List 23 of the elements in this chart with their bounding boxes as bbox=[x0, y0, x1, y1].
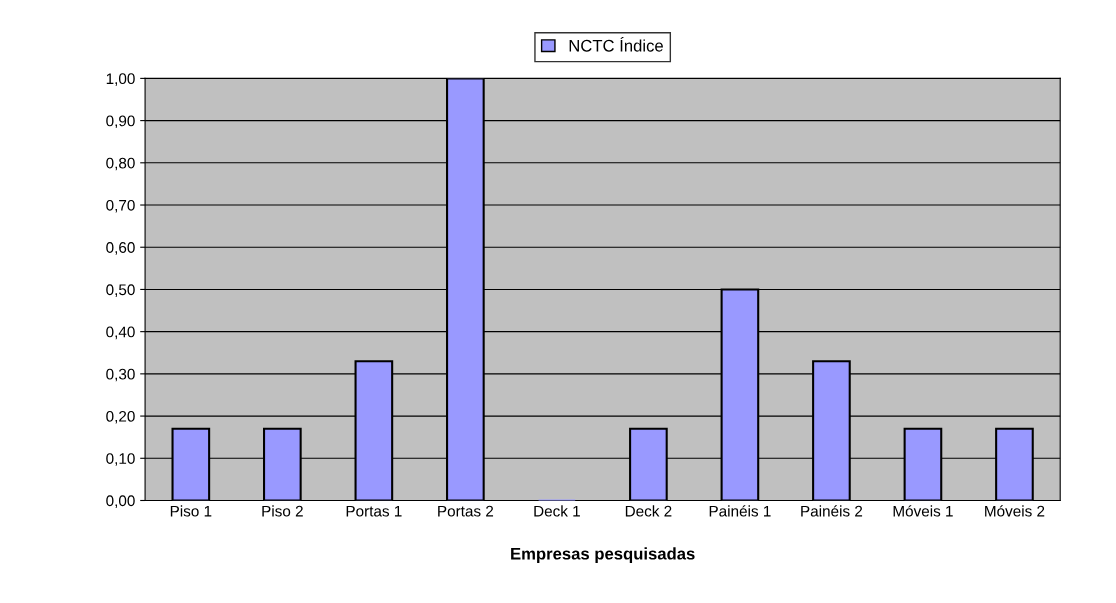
x-tick-label: Portas 2 bbox=[438, 505, 494, 517]
x-tick-label: Painéis 2 bbox=[801, 505, 863, 517]
y-tick-label: 0,30 bbox=[106, 368, 135, 382]
x-tick-label: Painéis 1 bbox=[709, 505, 771, 517]
x-tick-label: Móveis 2 bbox=[985, 505, 1045, 517]
y-tick-label: 0,10 bbox=[106, 453, 135, 466]
legend-label: NCTC Índice bbox=[569, 37, 663, 52]
x-tick-label: Móveis 1 bbox=[893, 505, 953, 517]
x-tick-label: Portas 1 bbox=[346, 505, 402, 517]
y-tick-label: 0,60 bbox=[106, 242, 135, 255]
y-tick-label: 1,00 bbox=[106, 73, 135, 86]
x-axis-title: Empresas pesquisadas bbox=[511, 547, 695, 563]
y-tick-label: 0,50 bbox=[106, 284, 135, 297]
y-tick-label: 0,40 bbox=[106, 326, 135, 340]
x-tick-label: Deck 2 bbox=[625, 505, 672, 517]
y-tick-label: 0,90 bbox=[106, 115, 135, 129]
x-tick-label: Deck 1 bbox=[534, 505, 580, 517]
y-tick-label: 0,00 bbox=[106, 495, 135, 508]
x-tick-label: Piso 2 bbox=[262, 505, 303, 517]
x-tick-label: Piso 1 bbox=[170, 505, 212, 517]
y-tick-label: 0,20 bbox=[106, 410, 135, 424]
y-tick-label: 0,80 bbox=[106, 157, 135, 171]
y-tick-label: 0,70 bbox=[106, 199, 135, 213]
